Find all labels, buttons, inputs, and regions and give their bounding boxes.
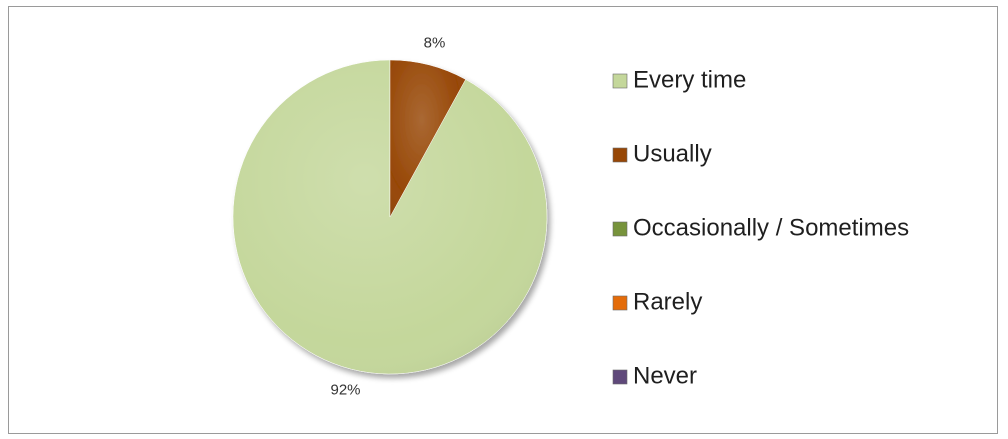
legend-label-usually: Usually [633,140,712,167]
pie-slice-shine [390,60,466,217]
legend-label-never: Never [633,362,697,389]
slice-labels: 92% 8% [330,35,445,399]
legend: Every time Usually Occasionally / Sometime… [612,66,909,389]
legend-label-every-time: Every time [633,66,746,93]
legend-swatch-usually [612,147,628,163]
legend-swatch-occasionally-sometimes [612,221,628,237]
legend-label-occasionally-sometimes: Occasionally / Sometimes [633,214,909,241]
legend-swatch-every-time [612,73,628,89]
pie-slices [232,59,548,375]
slice-label-every-time: 92% [330,381,360,398]
legend-swatch-never [612,369,628,385]
legend-label-rarely: Rarely [633,288,702,315]
slice-label-usually: 8% [424,35,446,52]
legend-swatch-rarely [612,295,628,311]
